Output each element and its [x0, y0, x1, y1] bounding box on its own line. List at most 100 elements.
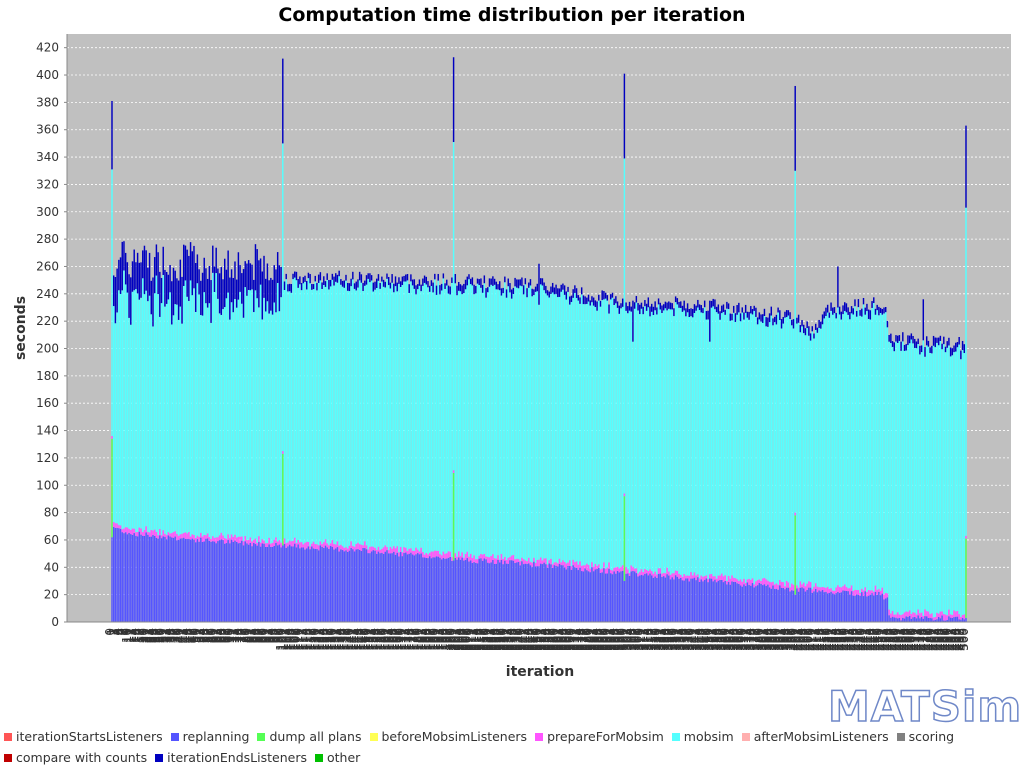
bar-prepareForMobsim	[411, 550, 414, 555]
bar-mobsim	[481, 292, 484, 555]
bar-replanning	[355, 549, 357, 622]
bar-iterationEndsListeners	[360, 274, 363, 283]
bar-mobsim	[517, 288, 520, 559]
x-tick-label: 349	[699, 628, 713, 651]
bar-iterationEndsListeners	[925, 336, 928, 346]
bar-prepareForMobsim	[592, 566, 595, 572]
bar-replanning	[671, 577, 673, 622]
bar-replanning	[691, 578, 694, 622]
bar-iterationEndsListeners	[130, 277, 132, 325]
bar-replanning	[239, 542, 241, 622]
bar-mobsim	[118, 290, 120, 526]
x-tick-label: 216	[472, 628, 486, 651]
bar-prepareForMobsim	[936, 612, 938, 620]
bar-prepareForMobsim	[475, 559, 477, 563]
bar-mobsim	[891, 346, 894, 611]
bar-mobsim	[589, 305, 591, 569]
bar-iterationEndsListeners	[835, 312, 837, 319]
x-tick-label: 211	[463, 628, 477, 651]
bar-replanning	[652, 577, 655, 622]
bar-replanning	[632, 570, 634, 622]
bar-prepareForMobsim	[780, 581, 783, 588]
bar-mobsim	[681, 311, 684, 577]
bar-mobsim	[287, 291, 289, 543]
x-tick-label: 156	[369, 628, 383, 651]
bar-prepareForMobsim	[307, 541, 310, 547]
x-tick-label: 92	[260, 628, 274, 643]
bar-iterationEndsListeners	[469, 278, 472, 285]
bar-mobsim	[751, 314, 754, 579]
bar-replanning	[345, 550, 347, 622]
bar-mobsim	[505, 297, 508, 561]
x-tick-label: 44	[178, 628, 192, 643]
bar-replanning	[487, 562, 489, 622]
bar-replanning	[782, 588, 784, 622]
x-tick-label: 160	[376, 628, 390, 651]
bar-iterationEndsListeners	[425, 276, 427, 285]
bar-mobsim	[925, 345, 928, 612]
bar-mobsim	[459, 291, 462, 557]
bar-mobsim	[529, 285, 532, 562]
bar-prepareForMobsim	[949, 614, 952, 618]
bar-mobsim	[234, 299, 236, 535]
x-tick-label: 195	[436, 628, 450, 651]
bar-mobsim	[746, 317, 749, 580]
bar-prepareForMobsim	[791, 583, 793, 591]
bar-mobsim	[394, 286, 397, 549]
bar-prepareForMobsim	[210, 538, 212, 542]
bar-prepareForMobsim	[531, 562, 533, 567]
bar-iterationEndsListeners	[910, 333, 913, 340]
bar-mobsim	[206, 307, 209, 534]
bar-replanning	[586, 570, 588, 622]
bar-mobsim	[128, 317, 130, 529]
x-tick-label: 143	[347, 628, 361, 651]
bar-prepareForMobsim	[276, 541, 279, 546]
bar-iterationEndsListeners	[514, 277, 516, 287]
bar-mobsim	[516, 287, 518, 559]
bar-mobsim	[644, 306, 646, 570]
bar-prepareForMobsim	[191, 534, 193, 539]
bar-iterationEndsListeners	[944, 346, 947, 353]
bar-replanning	[751, 583, 754, 622]
x-tick-label: 317	[644, 628, 658, 651]
bar-prepareForMobsim	[487, 556, 489, 563]
bar-mobsim	[680, 307, 682, 575]
x-tick-label: 273	[569, 628, 583, 651]
bar-mobsim	[676, 304, 679, 571]
x-tick-label: 307	[627, 628, 641, 651]
bar-prepareForMobsim	[657, 568, 660, 574]
x-tick-label: 138	[339, 628, 353, 651]
bar-mobsim	[618, 313, 620, 569]
bar-replanning	[854, 595, 856, 622]
x-tick-label: 316	[643, 628, 657, 651]
bar-mobsim	[705, 319, 708, 576]
bar-replanning	[753, 587, 755, 622]
x-tick-label: 444	[861, 628, 875, 651]
bar-mobsim	[659, 309, 661, 569]
bar-prepareForMobsim	[644, 569, 646, 574]
bar-prepareForMobsim	[119, 525, 122, 529]
bar-iterationEndsListeners	[627, 306, 629, 314]
bar-iterationEndsListeners	[329, 279, 332, 287]
bar-iterationEndsListeners	[715, 306, 718, 313]
bar-prepareForMobsim	[579, 561, 581, 568]
bar-mobsim	[259, 284, 262, 543]
x-tick-label: 312	[636, 628, 650, 651]
bar-mobsim	[345, 280, 347, 548]
bar-iterationEndsListeners	[683, 300, 685, 311]
bar-prepareForMobsim	[558, 558, 561, 564]
bar-iterationEndsListeners	[198, 269, 200, 295]
legend-label: afterMobsimListeners	[753, 729, 889, 744]
bar-mobsim	[521, 286, 523, 558]
bar-mobsim	[447, 293, 450, 552]
bar-iterationEndsListeners	[649, 306, 651, 317]
legend-label: prepareForMobsim	[547, 729, 664, 744]
bar-replanning	[637, 576, 639, 622]
bar-prepareForMobsim	[268, 537, 270, 545]
bar-replanning	[574, 567, 576, 622]
bar-mobsim	[847, 314, 849, 589]
legend-item: prepareForMobsim	[535, 726, 664, 747]
x-tick-label: 321	[651, 628, 665, 651]
legend-item: beforeMobsimListeners	[369, 726, 527, 747]
bar-mobsim	[225, 298, 228, 539]
